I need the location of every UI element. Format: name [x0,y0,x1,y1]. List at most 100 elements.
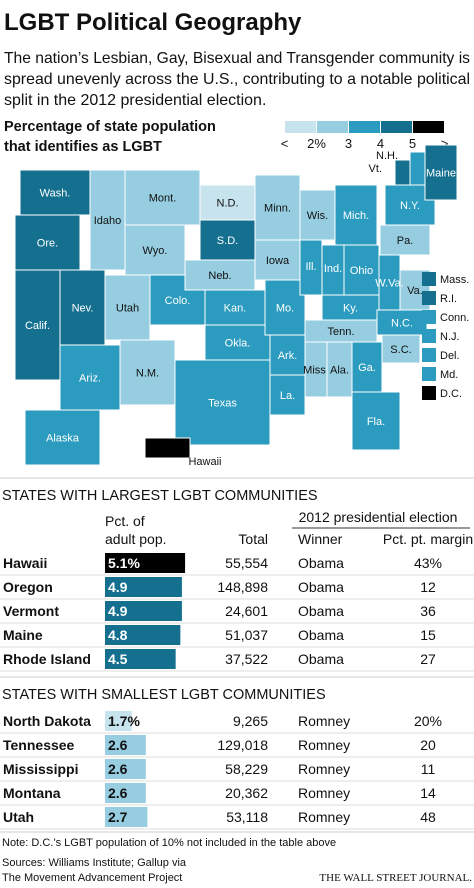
legend-label: < [281,136,289,151]
state-label: Ore. [37,238,58,250]
winner: Obama [298,555,344,571]
state-label: Ariz. [79,373,101,385]
margin: 11 [421,761,436,777]
state [351,391,401,451]
state-name: Montana [3,785,61,801]
state-label: Minn. [264,203,291,215]
small-state-swatch [422,291,436,305]
state [89,169,126,271]
state-label: Wyo. [143,245,168,257]
state-label: Vt. [369,163,382,175]
state-label: Mich. [343,210,369,222]
state [394,159,411,186]
small-state-label: N.J. [440,331,460,343]
state-label: Tenn. [328,326,355,338]
state-label: N.C. [391,318,413,330]
total: 24,601 [225,603,268,619]
state [144,437,191,459]
legend-swatch [285,121,316,133]
legend-swatch [317,121,348,133]
state-label: Maine [426,168,456,180]
state-label: N.M. [136,368,159,380]
pct-label: 2.7 [108,809,128,825]
section-heading: STATES WITH SMALLEST LGBT COMMUNITIES [2,687,326,703]
map-heading: Percentage of state population [4,119,216,135]
state-label: Kan. [224,303,247,315]
margin: 12 [420,579,436,595]
column-header: Total [238,531,268,547]
state-label: S.C. [390,344,411,356]
margin: 48 [420,809,436,825]
pct-bar [105,783,146,803]
subtitle: split in the 2012 presidential election. [4,92,266,109]
title: LGBT Political Geography [4,9,302,36]
margin: 27 [420,651,436,667]
state [264,279,306,336]
state [381,334,421,364]
state-label: Pa. [397,235,414,247]
pct-label: 2.6 [108,785,128,801]
small-state-swatch [422,272,436,286]
column-header: 2012 presidential election [299,509,458,525]
map-heading: that identifies as LGBT [4,139,162,155]
legend-label: 2% [307,136,326,151]
state [269,374,306,416]
map: <2% 3 4 5 > Wash. Ore. Calif. Nev. Idaho Mont. Wyo.… [14,121,469,468]
state-label: Texas [208,398,237,410]
legend-swatch [413,121,444,133]
winner: Obama [298,579,344,595]
state-label: Utah [116,303,139,315]
state-label: Fla. [367,416,385,428]
small-state-label: Conn. [440,312,469,324]
state-label: Nev. [72,303,94,315]
pct-bar [105,553,186,573]
total: 55,554 [225,555,268,571]
state-label: S.D. [217,235,238,247]
state-label: N.Y. [400,200,420,212]
pct-bar [105,601,182,621]
pct-bar [105,649,176,669]
total: 53,118 [226,809,268,825]
small-state-swatch [422,310,436,324]
state-name: Vermont [3,603,59,619]
state-label: Hawaii [188,456,221,468]
margin: 20 [420,737,436,753]
pct-label: 4.5 [108,651,128,667]
state [326,341,353,398]
state-label: Iowa [266,255,290,267]
state [59,269,106,346]
state [269,334,306,376]
legend-swatch [381,121,412,133]
state [59,344,121,411]
state [119,339,176,406]
subtitle: The nation’s Lesbian, Gay, Bisexual and … [4,50,470,67]
pct-bar [105,577,182,597]
pct-label: 4.9 [108,603,128,619]
state-label: W.Va. [375,278,404,290]
small-state-swatch [422,367,436,381]
legend-label: 4 [377,136,384,151]
legend-label: 3 [345,136,352,151]
state-label: Wis. [307,210,328,222]
state-label: Ga. [358,362,376,374]
small-state-label: Mass. [440,274,469,286]
state [124,224,186,276]
state-label: Colo. [165,295,191,307]
state-name: Mississippi [3,761,78,777]
total: 148,898 [217,579,268,595]
small-state-label: D.C. [440,388,462,400]
pct-bar [105,711,132,731]
state-label: Miss. [303,365,329,377]
credit: THE WALL STREET JOURNAL. [319,872,472,884]
total: 58,229 [225,761,268,777]
pct-label: 4.9 [108,579,128,595]
note: Note: D.C.’s LGBT population of 10% not … [2,837,336,849]
state-label: La. [280,390,295,402]
margin: 20% [414,713,442,729]
state [14,214,81,271]
state [424,144,458,201]
state-name: Maine [3,627,43,643]
pct-bar [105,735,146,755]
state [334,184,378,246]
state-name: Utah [3,809,34,825]
